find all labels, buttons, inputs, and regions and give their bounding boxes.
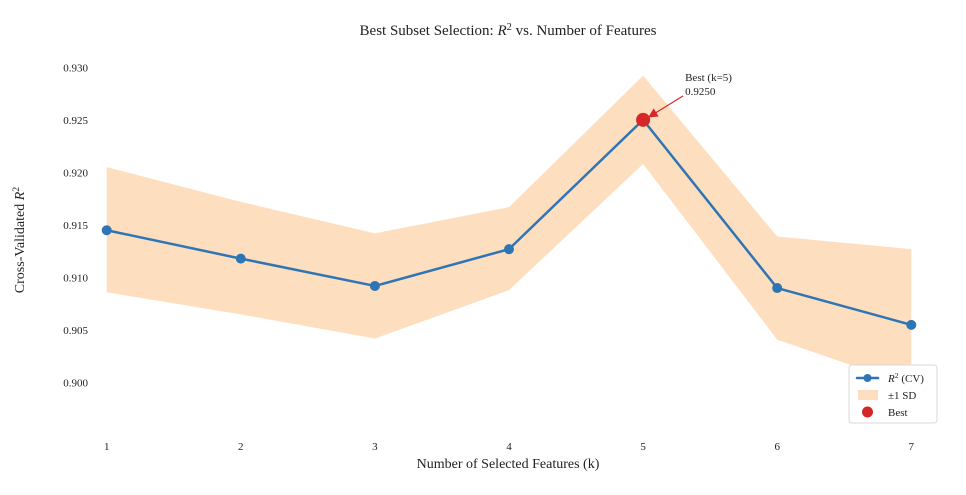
best-point-marker xyxy=(636,112,651,127)
r2-point-k1 xyxy=(101,225,112,236)
r2-point-k7 xyxy=(906,319,917,330)
legend: R2 (CV) ±1 SD Best xyxy=(848,364,938,424)
legend-line-marker xyxy=(863,374,872,382)
y-tick-0.915: 0.915 xyxy=(63,220,88,232)
y-tick-0.920: 0.920 xyxy=(63,167,88,179)
legend-label-best: Best xyxy=(888,407,908,419)
x-tick-4: 4 xyxy=(506,441,512,453)
legend-best-marker xyxy=(862,406,873,418)
legend-label-sd: ±1 SD xyxy=(888,390,916,402)
sd-band xyxy=(106,75,912,386)
legend-label-r2: R2 (CV) xyxy=(887,371,924,386)
r2-points-layer xyxy=(101,112,917,330)
legend-band-sample xyxy=(858,390,878,400)
chart-title: Best Subset Selection: R2 vs. Number of … xyxy=(360,22,657,40)
x-tick-7: 7 xyxy=(909,441,915,453)
x-tick-5: 5 xyxy=(640,441,646,453)
y-tick-0.910: 0.910 xyxy=(63,273,88,285)
y-tick-0.930: 0.930 xyxy=(63,62,88,74)
x-tick-1: 1 xyxy=(104,441,110,453)
x-axis-label: Number of Selected Features (k) xyxy=(417,457,600,472)
y-tick-0.905: 0.905 xyxy=(63,325,88,337)
best-annotation-title: Best (k=5) xyxy=(685,72,732,84)
best-annotation-value: 0.9250 xyxy=(685,86,716,98)
y-axis-label: Cross-Validated R2 xyxy=(11,187,29,294)
y-tick-0.925: 0.925 xyxy=(63,115,88,127)
best-annotation-layer: Best (k=5) 0.9250 xyxy=(648,72,732,118)
x-tick-6: 6 xyxy=(774,441,780,453)
x-tick-3: 3 xyxy=(372,441,378,453)
y-tick-0.900: 0.900 xyxy=(63,378,88,390)
r2-point-k4 xyxy=(504,244,514,255)
r2-point-k2 xyxy=(235,253,246,264)
best-annotation-arrow xyxy=(648,95,684,118)
tick-layer: 1 2 3 4 5 6 7 0.900 0.905 0.910 0.915 0.920 0.925 0.9… xyxy=(63,62,914,453)
r2-point-k6 xyxy=(772,283,783,294)
r2-point-k3 xyxy=(369,280,380,291)
x-tick-2: 2 xyxy=(238,441,244,453)
sd-band-layer xyxy=(106,75,912,386)
